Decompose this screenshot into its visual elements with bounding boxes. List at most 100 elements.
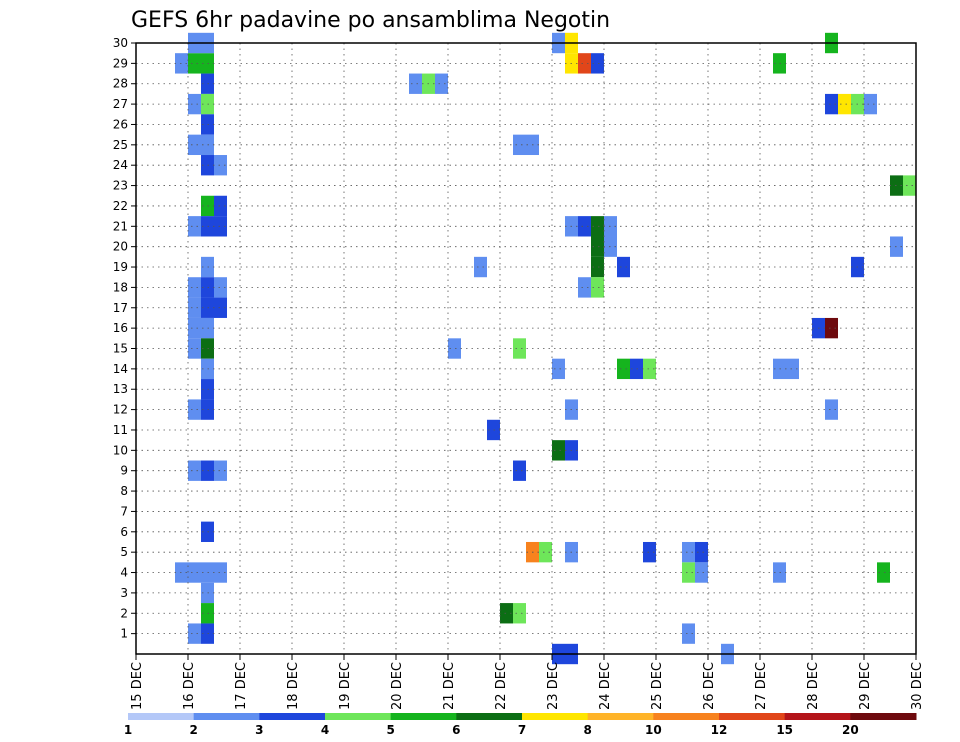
heat-cell [552,440,565,461]
colorbar-segment [587,713,654,720]
heat-cell [214,460,227,481]
colorbar-segment [653,713,720,720]
x-tick-label: 22 DEC [494,662,509,710]
y-tick-label: 9 [120,464,128,478]
heat-cell [578,53,591,74]
y-tick-label: 10 [113,443,128,457]
heat-cell [513,460,526,481]
x-tick-label: 23 DEC [546,662,561,710]
colorbar-label: 10 [645,723,662,737]
heat-cell [214,195,227,217]
heat-cell [214,155,227,176]
y-tick-label: 17 [113,301,128,315]
x-tick-label: 25 DEC [650,662,665,710]
x-tick-label: 30 DEC [910,662,925,710]
heat-cell [825,317,838,339]
heat-cell [188,562,201,583]
y-tick-label: 6 [120,525,128,539]
colorbar-label: 2 [189,723,197,737]
heat-cell [188,53,201,74]
colorbar-label: 1 [124,723,132,737]
y-tick-label: 22 [113,199,128,213]
heat-cell [591,256,604,278]
y-tick-label: 7 [120,504,128,518]
colorbar-segment [325,713,392,720]
heat-cell [188,317,201,339]
y-tick-label: 19 [113,260,128,274]
heat-cells [175,32,916,665]
colorbar-label: 20 [842,723,859,737]
heat-cell [591,277,604,298]
x-tick-label: 28 DEC [806,662,821,710]
y-tick-label: 2 [120,606,128,620]
y-tick-label: 14 [113,362,128,376]
x-tick-label: 19 DEC [338,662,353,710]
y-tick-label: 28 [113,77,128,91]
heat-cell [617,256,630,278]
heat-cell [188,338,201,359]
y-tick-label: 15 [113,342,128,356]
y-tick-label: 30 [113,36,128,50]
heat-cell [188,297,201,318]
heat-cell [682,623,695,644]
heat-cell [188,93,201,115]
y-tick-label: 1 [120,627,128,641]
y-axis: 1234567891011121314151617181920212223242… [113,36,136,641]
colorbar-segment [456,713,523,720]
y-tick-label: 25 [113,138,128,152]
y-tick-label: 26 [113,117,128,131]
y-tick-label: 21 [113,219,128,233]
x-tick-label: 17 DEC [234,662,249,710]
heat-cell [214,297,227,318]
colorbar-label: 5 [386,723,394,737]
colorbar-label: 8 [583,723,591,737]
colorbar-label: 6 [452,723,460,737]
heat-cell [682,541,695,563]
heat-cell [591,216,604,237]
heat-cell [786,358,799,380]
x-tick-label: 29 DEC [858,662,873,710]
heat-cell [188,623,201,644]
colorbar-segment [259,713,326,720]
y-tick-label: 12 [113,403,128,417]
colorbar-segment [719,713,786,720]
heat-cell [500,603,513,624]
colorbar-label: 12 [711,723,728,737]
y-tick-label: 27 [113,97,128,111]
heat-cell [591,53,604,74]
y-tick-label: 5 [120,545,128,559]
heat-cell [591,236,604,257]
colorbar-label: 7 [518,723,526,737]
heat-cell [643,541,656,563]
colorbar-segment [522,713,589,720]
heat-cell [448,338,461,359]
y-tick-label: 3 [120,586,128,600]
heat-cell [838,93,851,115]
heat-cell [552,358,565,380]
y-tick-label: 13 [113,382,128,396]
colorbar-label: 4 [321,723,329,737]
heat-cell [825,399,838,420]
heat-cell [695,562,708,583]
y-tick-label: 4 [120,566,128,580]
heat-cell [617,358,630,380]
heat-cell [474,256,487,278]
heat-cell [513,134,526,156]
heat-cell [188,399,201,420]
colorbar: 1 2 3 4 5 6 7 8 10 12 15 20 [124,713,917,737]
chart-title: GEFS 6hr padavine po ansamblima Negotin [131,8,610,33]
heat-cell [214,562,227,583]
y-tick-label: 18 [113,280,128,294]
heat-cell [435,73,448,94]
heat-cell [682,562,695,583]
x-tick-label: 16 DEC [182,662,197,710]
y-tick-label: 11 [113,423,128,437]
y-tick-label: 24 [113,158,128,172]
heat-cell [188,277,201,298]
x-axis: 15 DEC 16 DEC 17 DEC 18 DEC 19 DEC 20 DEC 21 D… [130,654,925,710]
heat-cell [513,338,526,359]
colorbar-segment [390,713,457,720]
heat-cell [409,73,422,94]
heat-cell [513,603,526,624]
